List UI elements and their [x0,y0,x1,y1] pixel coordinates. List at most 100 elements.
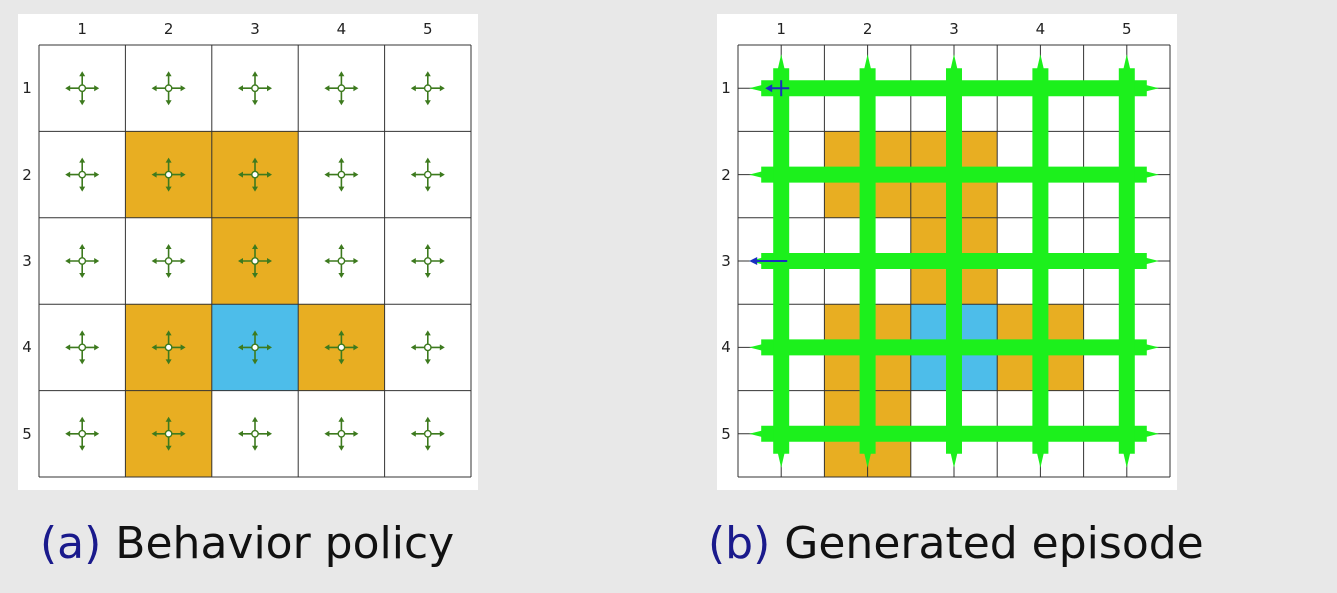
policy-arrowhead-down [165,186,172,192]
policy-arrowhead-left [151,85,157,92]
policy-row-label: 4 [22,338,32,357]
policy-arrowhead-right [180,171,186,178]
policy-arrowhead-left [238,344,243,351]
four-direction-arrows-icon [324,244,359,278]
policy-arrowhead-up [79,157,86,163]
policy-arrowhead-left [324,85,330,92]
episode-arrowhead-up [948,54,960,81]
policy-arrowhead-down [165,359,172,365]
episode-arrowhead-down [1120,441,1133,468]
policy-arrowhead-right [94,258,100,264]
four-direction-arrows-icon [410,157,445,192]
policy-center-dot [78,429,87,438]
policy-center-dot [423,429,432,438]
policy-arrowhead-left [410,171,416,178]
episode-col-label: 1 [776,20,786,38]
four-direction-arrows-icon [238,71,272,106]
four-direction-arrows-icon [324,416,359,451]
episode-arrowhead-right [1134,255,1159,267]
policy-arrowhead-left [238,171,243,178]
four-direction-arrows-icon [324,71,359,106]
policy-arrowhead-down [338,359,345,365]
four-direction-arrows-icon [151,71,186,106]
policy-col-label: 1 [77,20,87,38]
episode-arrowhead-right [1134,427,1159,440]
policy-row-label: 3 [22,252,32,270]
policy-arrowhead-up [79,330,86,336]
policy-arrowhead-up [165,71,172,77]
policy-center-dot [251,170,259,179]
four-direction-arrows-icon [151,416,186,451]
policy-arrowhead-up [79,71,86,77]
policy-arrowhead-down [79,445,86,451]
four-direction-arrows-icon [324,157,359,192]
policy-center-dot [164,84,173,93]
policy-arrowhead-up [252,244,258,249]
policy-arrowhead-down [165,100,172,106]
policy-arrowhead-down [424,445,431,451]
caption-b-tag: (b) [708,518,771,569]
policy-arrowhead-up [338,157,345,163]
policy-arrowhead-left [151,171,157,178]
policy-center-dot [251,429,259,438]
policy-arrowhead-left [410,85,416,92]
policy-arrowhead-left [65,344,71,351]
policy-col-label: 2 [163,20,174,38]
policy-arrowhead-up [165,416,172,422]
policy-arrowhead-down [79,273,86,278]
policy-center-dot [251,343,259,352]
policy-center-dot [423,257,432,265]
policy-center-dot [337,343,346,352]
policy-arrowhead-down [424,100,431,106]
behavior-policy-svg [38,44,472,478]
four-direction-arrows-icon [238,416,272,451]
policy-arrowhead-left [238,258,243,264]
four-direction-arrows-icon [410,71,445,106]
start-arrowhead [765,84,773,93]
policy-arrowhead-down [252,445,258,451]
episode-col-label: 3 [949,20,959,38]
policy-arrowhead-down [424,186,431,192]
episode-row-label: 5 [721,424,731,443]
policy-arrowhead-up [424,416,431,422]
policy-arrowhead-up [79,244,86,249]
policy-arrowhead-down [424,359,431,365]
four-direction-arrows-icon [238,157,272,192]
episode-arrowhead-down [948,441,960,468]
caption-a-text: Behavior policy [115,518,455,569]
policy-arrowhead-up [165,330,172,336]
episode-row-label: 4 [721,338,731,357]
behavior-policy-grid [38,44,472,478]
policy-arrowhead-up [252,416,258,422]
generated-episode-svg [737,44,1171,478]
policy-center-dot [164,257,173,265]
policy-arrowhead-right [267,430,272,437]
episode-arrowhead-left [749,427,774,440]
policy-center-dot [78,84,87,93]
policy-arrowhead-down [252,186,258,192]
policy-center-dot [78,343,87,352]
episode-arrowhead-left [749,82,774,95]
policy-arrowhead-up [338,71,345,77]
policy-arrowhead-right [353,430,359,437]
policy-arrowhead-left [238,85,243,92]
policy-arrowhead-left [410,344,416,351]
four-direction-arrows-icon [324,330,359,365]
policy-col-label: 3 [250,20,260,38]
policy-arrowhead-left [65,258,71,264]
policy-arrowhead-up [252,330,258,336]
episode-arrowhead-down [1034,441,1047,468]
policy-arrowhead-up [79,416,86,422]
policy-arrowhead-up [338,416,345,422]
policy-arrowhead-left [151,258,157,264]
policy-arrowhead-down [252,359,258,365]
policy-center-dot [78,170,87,179]
caption-b: (b) Generated episode [708,518,1204,569]
left-arrow-icon [749,257,788,265]
episode-arrowhead-down [861,441,874,468]
policy-arrowhead-right [353,344,359,351]
policy-arrowhead-left [324,430,330,437]
episode-arrowhead-right [1134,341,1159,354]
policy-arrowhead-down [252,273,258,278]
policy-center-dot [251,84,259,93]
